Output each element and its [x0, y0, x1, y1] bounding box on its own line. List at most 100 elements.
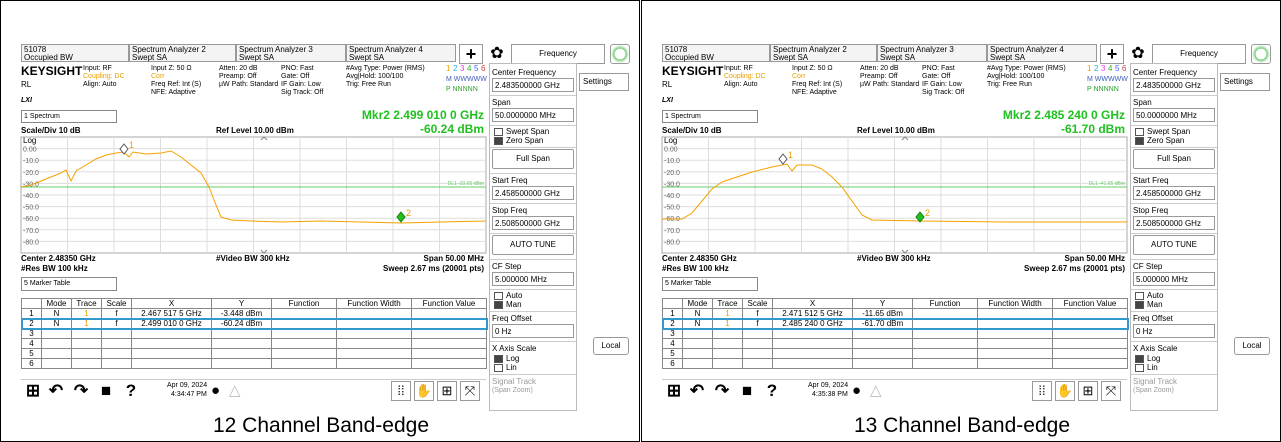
warning-icon[interactable]: △: [229, 382, 241, 399]
menu-value[interactable]: 0 Hz: [1133, 324, 1215, 338]
menu-label: X Axis Scale: [492, 344, 537, 353]
menu-value[interactable]: 2.508500000 GHz: [492, 216, 574, 230]
table-cell: 2: [662, 318, 683, 329]
tab[interactable]: Spectrum Analyzer 4 Swept SA: [346, 44, 456, 62]
menu-value[interactable]: 2.458500000 GHz: [1133, 186, 1215, 200]
window-dropdown[interactable]: 1 Spectrum: [662, 110, 758, 123]
menu-value[interactable]: 2.483500000 GHz: [492, 78, 574, 92]
add-button[interactable]: +: [1100, 44, 1124, 64]
menu-separator: [1131, 147, 1217, 148]
menu-separator: [1131, 289, 1217, 290]
brand: KEYSIGHT: [21, 64, 83, 78]
keypad-icon[interactable]: ⁞⁞: [1032, 381, 1052, 401]
option-label: Lin: [1147, 363, 1158, 372]
folder-icon[interactable]: ■: [741, 381, 753, 400]
windows-icon[interactable]: ⊞: [666, 381, 682, 400]
settings-icon[interactable]: ✿: [490, 45, 504, 62]
fullscreen-icon[interactable]: ⤧: [1101, 381, 1121, 401]
span: Span 50.00 MHz: [423, 254, 484, 263]
table-cell: -3.448 dBm: [211, 308, 272, 319]
settings-button[interactable]: Settings: [1220, 73, 1270, 91]
menu-button[interactable]: Full Span: [1133, 149, 1215, 169]
local-button[interactable]: Local: [1234, 337, 1270, 355]
table-cell: [977, 358, 1053, 369]
grid-icon[interactable]: ⊞: [437, 381, 457, 401]
menu-dropdown[interactable]: Frequency: [1152, 44, 1246, 64]
menu-button[interactable]: Full Span: [492, 149, 574, 169]
scale-div: Scale/Div 10 dB: [21, 126, 81, 135]
touch-icon[interactable]: ✋: [1055, 381, 1075, 401]
marker-readout: Mkr2 2.499 010 0 GHz: [361, 108, 484, 122]
table-header: Mode Trace Scale X Y Function Function Width Fu…: [662, 298, 1128, 309]
tab-line: Occupied BW: [665, 53, 714, 62]
tab[interactable]: Spectrum Analyzer 3 Swept SA: [236, 44, 346, 62]
tab[interactable]: Spectrum Analyzer 2 Swept SA: [770, 44, 877, 62]
menu-separator: [490, 341, 576, 342]
undo-icon[interactable]: ↶: [689, 381, 705, 400]
option-box[interactable]: [494, 301, 503, 309]
table-row: 3: [662, 328, 1128, 339]
touch-icon[interactable]: ✋: [414, 381, 434, 401]
tab[interactable]: 51078 Occupied BW: [662, 44, 770, 62]
table-cell: [912, 318, 978, 329]
tab[interactable]: Spectrum Analyzer 4 Swept SA: [987, 44, 1097, 62]
warning-icon[interactable]: △: [870, 382, 882, 399]
menu-label: Start Freq: [1133, 176, 1169, 185]
menu-value[interactable]: 5.000000 MHz: [492, 272, 574, 286]
menu-value-text: 0 Hz: [495, 327, 512, 336]
menu-value[interactable]: 2.508500000 GHz: [1133, 216, 1215, 230]
chat-icon[interactable]: ●: [211, 382, 221, 399]
menu-dropdown[interactable]: Frequency: [511, 44, 605, 64]
table-cell: [682, 338, 713, 349]
grid-icon[interactable]: ⊞: [1078, 381, 1098, 401]
option-box[interactable]: [1135, 128, 1144, 136]
option-box[interactable]: [494, 364, 503, 372]
option-box[interactable]: [1135, 355, 1144, 363]
menu-value[interactable]: 50.0000000 MHz: [1133, 108, 1215, 122]
option-box[interactable]: [494, 137, 503, 145]
option-label: Log: [506, 354, 520, 363]
redo-icon[interactable]: ↷: [73, 381, 89, 400]
folder-icon[interactable]: ■: [100, 381, 112, 400]
tab[interactable]: Spectrum Analyzer 2 Swept SA: [129, 44, 236, 62]
keypad-icon[interactable]: ⁞⁞: [391, 381, 411, 401]
menu-value[interactable]: 2.483500000 GHz: [1133, 78, 1215, 92]
table-cell: [712, 338, 743, 349]
undo-icon[interactable]: ↶: [48, 381, 64, 400]
windows-icon[interactable]: ⊞: [25, 381, 41, 400]
redo-icon[interactable]: ↷: [714, 381, 730, 400]
option-box[interactable]: [1135, 301, 1144, 309]
add-button[interactable]: +: [459, 44, 483, 64]
lxi: LXI: [21, 97, 32, 104]
help-icon[interactable]: ?: [125, 381, 137, 400]
fullscreen-icon[interactable]: ⤧: [460, 381, 480, 401]
option-box[interactable]: [494, 355, 503, 363]
local-button[interactable]: Local: [593, 337, 629, 355]
tab[interactable]: Spectrum Analyzer 3 Swept SA: [877, 44, 987, 62]
menu-value[interactable]: 2.458500000 GHz: [492, 186, 574, 200]
window-dropdown[interactable]: 5 Marker Table: [21, 277, 117, 291]
menu-value[interactable]: 0 Hz: [492, 324, 574, 338]
settings-button[interactable]: Settings: [579, 73, 629, 91]
menu-value[interactable]: 5.000000 MHz: [1133, 272, 1215, 286]
help-icon[interactable]: ?: [766, 381, 778, 400]
tab-line: Swept SA: [239, 53, 275, 62]
menu-value[interactable]: 50.0000000 MHz: [492, 108, 574, 122]
settings-icon[interactable]: ✿: [1131, 45, 1145, 62]
option-box[interactable]: [494, 292, 503, 300]
option-box[interactable]: [494, 128, 503, 136]
option-box[interactable]: [1135, 364, 1144, 372]
info-text: Input Z: 50 Ω: [792, 65, 833, 72]
menu-button[interactable]: AUTO TUNE: [492, 235, 574, 255]
window-dropdown[interactable]: 1 Spectrum: [21, 110, 117, 123]
tab-line: Swept SA: [773, 53, 809, 62]
tab[interactable]: 51078 Occupied BW: [21, 44, 129, 62]
table-row: 3: [21, 328, 487, 339]
table-cell: [852, 358, 913, 369]
chat-icon[interactable]: ●: [852, 382, 862, 399]
menu-button[interactable]: AUTO TUNE: [1133, 235, 1215, 255]
option-box[interactable]: [1135, 137, 1144, 145]
option-box[interactable]: [1135, 292, 1144, 300]
menu-sublabel: (Span Zoom): [492, 387, 533, 394]
window-dropdown[interactable]: 5 Marker Table: [662, 277, 758, 291]
